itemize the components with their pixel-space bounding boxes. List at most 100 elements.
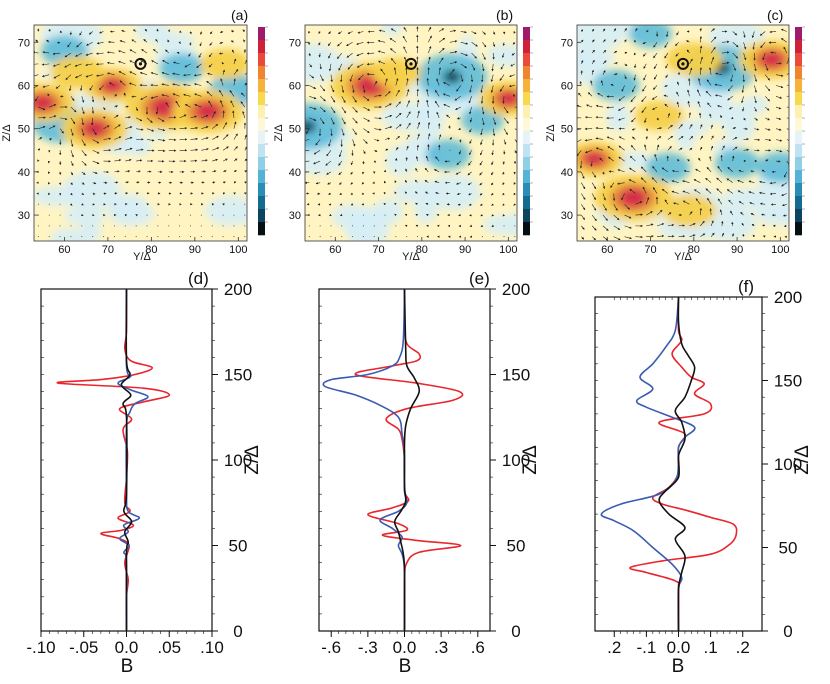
quiver-dot: [244, 214, 246, 216]
quiver-arrow: [69, 203, 73, 206]
quiver-arrow: [634, 39, 637, 43]
quiver-arrow: [482, 52, 486, 60]
quiver-arrow: [49, 115, 57, 119]
quiver-arrow: [146, 117, 153, 123]
quiver-arrow: [240, 92, 246, 97]
quiver-dot: [514, 214, 516, 216]
colorbar-swatch: [523, 131, 530, 145]
observation-point-ring: [134, 57, 147, 70]
quiver-arrow: [676, 91, 679, 97]
x-tick-label: 60: [601, 244, 613, 256]
quiver-arrow: [356, 41, 364, 45]
quiver-arrow: [513, 182, 516, 185]
quiver-arrow: [119, 80, 126, 86]
quiver-arrow: [233, 121, 237, 129]
colorbar-swatch: [523, 209, 530, 223]
y-tick-label: 50: [289, 124, 301, 136]
quiver-arrow: [686, 49, 690, 54]
colorbar-swatch: [258, 144, 265, 158]
heatmap-b-patch: [426, 174, 481, 211]
quiver-arrow: [513, 31, 516, 34]
quiver-arrow: [326, 171, 332, 175]
quiver-arrow: [667, 235, 675, 238]
quiver-arrow: [114, 170, 120, 173]
colorbar-swatch: [523, 157, 530, 171]
quiver-arrow: [613, 28, 617, 32]
quiver-arrow: [201, 170, 206, 173]
quiver-arrow: [125, 147, 133, 151]
y-tick-label: 60: [289, 80, 301, 92]
quiver-arrow: [131, 95, 137, 98]
quiver-arrow: [710, 145, 714, 151]
quiver-arrow: [150, 95, 158, 99]
quiver-dot: [157, 236, 159, 238]
quiver-arrow: [68, 85, 72, 92]
quiver-arrow: [406, 134, 410, 140]
quiver-arrow: [492, 42, 496, 48]
quiver-arrow: [721, 40, 730, 44]
quiver-arrow: [479, 160, 483, 166]
heatmap-a-ylabel: Z/Δ: [1, 124, 13, 142]
colorbar-swatch: [258, 53, 265, 67]
quiver-arrow: [103, 137, 112, 140]
quiver-arrow: [710, 232, 715, 237]
quiver-arrow: [737, 190, 744, 194]
quiver-arrow: [490, 74, 494, 83]
quiver-arrow: [584, 116, 593, 119]
quiver-arrow: [599, 157, 604, 162]
quiver-arrow: [775, 128, 782, 131]
heatmap-c-patch: [577, 25, 626, 51]
quiver-arrow: [70, 171, 73, 176]
quiver-dot: [70, 225, 72, 227]
x-tick-label: 0.0: [667, 638, 691, 657]
quiver-arrow: [114, 159, 122, 162]
quiver-arrow: [471, 63, 476, 71]
quiver-arrow: [59, 30, 63, 33]
quiver-arrow: [438, 37, 446, 43]
quiver-arrow: [764, 96, 770, 102]
quiver-arrow: [74, 63, 82, 67]
quiver-arrow: [480, 213, 483, 217]
quiver-arrow: [188, 52, 191, 57]
quiver-arrow: [449, 40, 458, 43]
colorbar-swatch: [795, 66, 802, 80]
quiver-arrow: [657, 234, 665, 238]
quiver-arrow: [591, 39, 595, 43]
quiver-arrow: [395, 89, 400, 97]
quiver-arrow: [48, 160, 51, 164]
quiver-arrow: [193, 83, 202, 86]
quiver-arrow: [759, 180, 766, 184]
colorbar-swatch: [795, 170, 802, 184]
quiver-arrow: [606, 136, 614, 140]
quiver-dot: [146, 236, 148, 238]
quiver-arrow: [438, 47, 445, 54]
quiver-arrow: [85, 52, 93, 56]
quiver-arrow: [47, 93, 50, 97]
quiver-arrow: [434, 100, 440, 108]
quiver-arrow: [705, 90, 712, 97]
quiver-arrow: [361, 192, 365, 195]
quiver-dot: [244, 236, 246, 238]
quiver-arrow: [424, 167, 429, 173]
quiver-arrow: [675, 42, 679, 46]
quiver-arrow: [114, 124, 121, 129]
quiver-arrow: [682, 180, 690, 183]
quiver-arrow: [710, 28, 715, 32]
quiver-dot: [341, 225, 343, 227]
quiver-dot: [352, 225, 354, 227]
quiver-arrow: [741, 107, 745, 112]
quiver-arrow: [395, 124, 402, 129]
heatmap-c-patch: [675, 124, 697, 151]
quiver-arrow: [577, 104, 582, 108]
quiver-arrow: [172, 83, 180, 86]
quiver-arrow: [741, 85, 745, 94]
quiver-arrow: [114, 136, 122, 140]
quiver-arrow: [492, 117, 497, 126]
quiver-arrow: [656, 117, 659, 121]
colorbar-swatch: [258, 92, 265, 106]
quiver-arrow: [631, 128, 636, 131]
quiver-arrow: [750, 213, 755, 216]
quiver-arrow: [135, 106, 139, 112]
quiver-arrow: [676, 81, 680, 86]
quiver-arrow: [491, 213, 495, 217]
